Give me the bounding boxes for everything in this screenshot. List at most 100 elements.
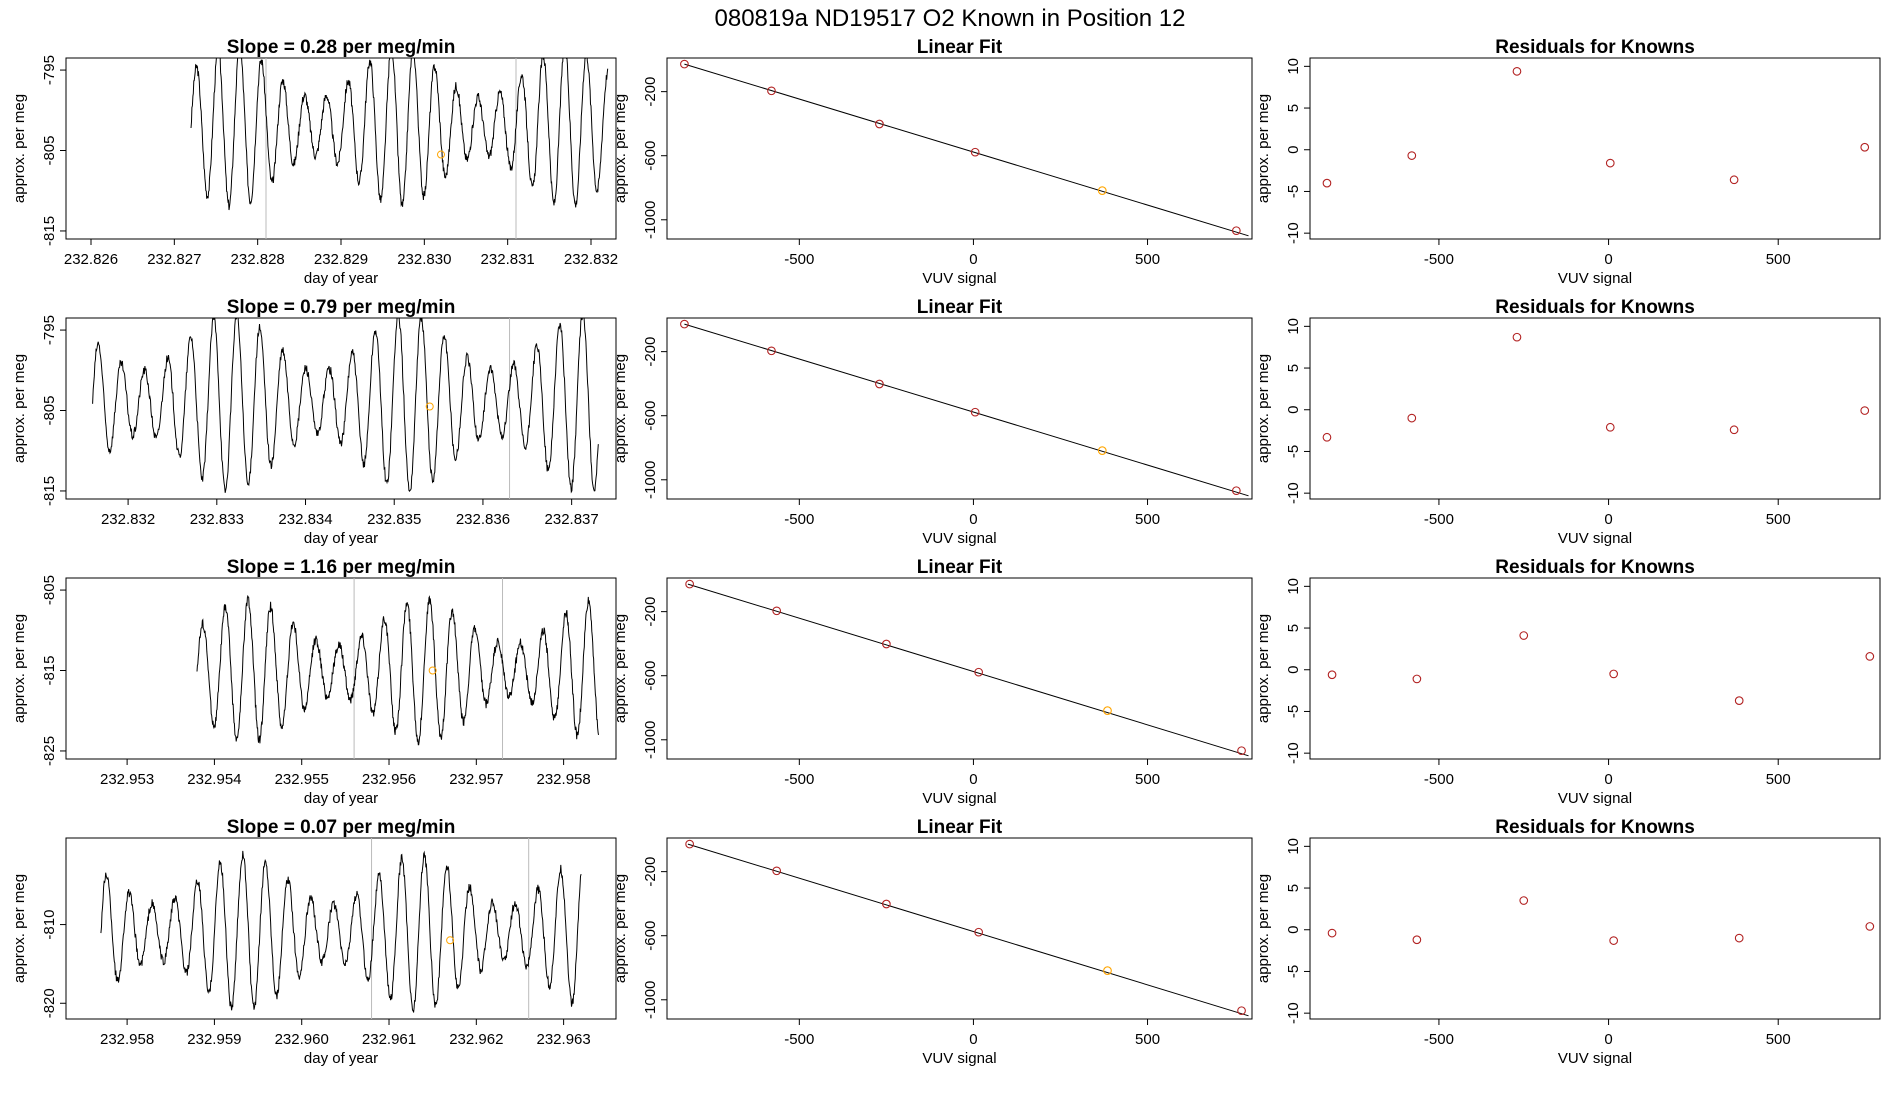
plot-frame	[666, 317, 1253, 500]
plot-area	[1322, 66, 1870, 188]
data-point	[1327, 928, 1337, 938]
y-tick-label: -1000	[642, 721, 659, 759]
plot-area	[685, 579, 1249, 757]
data-point	[1860, 406, 1870, 415]
x-tick-label: 500	[1766, 511, 1791, 528]
fit-line	[687, 843, 1249, 1017]
plot-frame	[1309, 837, 1881, 1020]
row1-residuals: Residuals for Knowns -500 0 500 10 5 0 -5 -10 VUV…	[1255, 37, 1881, 287]
row3-residuals: Residuals for Knowns -500 0 500 10 5 0 -5 -10 VUV…	[1255, 557, 1881, 807]
plot-area	[685, 839, 1249, 1017]
data-point	[1327, 670, 1337, 680]
row1-linear-fit: Linear Fit -500 0 500 -200 -600 -1000 VUV signa…	[612, 37, 1253, 287]
data-point	[1231, 486, 1241, 496]
x-tick-label: 232.957	[449, 771, 503, 788]
data-point	[1097, 186, 1107, 195]
y-tick-label: -805	[41, 575, 58, 605]
data-point	[1734, 933, 1744, 943]
x-tick-label: -500	[784, 1031, 814, 1048]
x-tick-label: 232.953	[100, 771, 154, 788]
x-tick-label: 500	[1766, 251, 1791, 268]
row4-linear-fit: Linear Fit -500 0 500 -200 -600 -1000 VUV signa…	[612, 817, 1253, 1067]
y-tick-label: -200	[642, 857, 659, 887]
data-point	[1729, 425, 1739, 435]
x-tick-label: 232.836	[456, 511, 510, 528]
plot-area	[92, 318, 599, 499]
panel-title: Linear Fit	[917, 557, 1003, 578]
x-tick-label: 0	[1604, 251, 1612, 268]
x-tick-label: 232.959	[187, 1031, 241, 1048]
y-tick-label: -600	[642, 401, 659, 431]
x-axis-label: VUV signal	[922, 530, 996, 547]
x-tick-label: 232.963	[537, 1031, 591, 1048]
data-point	[1609, 936, 1619, 945]
y-tick-label: -600	[642, 141, 659, 171]
y-tick-label: -10	[1285, 222, 1302, 244]
fit-line	[684, 323, 1249, 497]
data-point	[875, 379, 884, 389]
x-axis-label: VUV signal	[922, 270, 996, 287]
x-tick-label: 0	[1604, 1031, 1612, 1048]
plot-area	[680, 59, 1249, 237]
x-tick-label: 500	[1135, 771, 1160, 788]
panel-title: Residuals for Knowns	[1495, 297, 1695, 318]
y-axis-label: approx. per meg	[612, 614, 629, 723]
x-tick-label: 0	[1604, 511, 1612, 528]
data-point	[1231, 226, 1241, 236]
x-tick-label: 0	[969, 1031, 977, 1048]
y-axis-label: approx. per meg	[1255, 94, 1272, 203]
y-tick-label: -810	[41, 910, 58, 940]
y-tick-label: -5	[1285, 705, 1302, 718]
signal-trace	[190, 58, 609, 211]
panel-title: Linear Fit	[917, 817, 1003, 838]
y-tick-label: -805	[41, 135, 58, 165]
plot-area	[100, 838, 582, 1019]
y-tick-label: -1000	[642, 461, 659, 499]
x-tick-label: -500	[784, 511, 814, 528]
x-tick-label: 0	[969, 511, 977, 528]
x-tick-label: 500	[1766, 771, 1791, 788]
known-marker	[437, 150, 445, 159]
y-tick-label: 0	[1285, 146, 1302, 154]
y-tick-label: 10	[1285, 578, 1302, 595]
x-axis-label: day of year	[304, 530, 378, 547]
known-marker	[428, 666, 437, 675]
data-point	[1103, 706, 1112, 715]
plot-frame	[1309, 577, 1881, 760]
row4-timeseries: Slope = 0.07 per meg/min 232.958 232.959 23…	[11, 817, 617, 1067]
data-point	[1512, 332, 1522, 342]
y-tick-label: 5	[1285, 884, 1302, 892]
signal-trace	[100, 850, 582, 1013]
x-tick-label: -500	[1424, 511, 1454, 528]
x-tick-label: 0	[969, 251, 977, 268]
y-tick-label: -820	[41, 988, 58, 1018]
data-point	[1407, 413, 1417, 423]
row1-timeseries: Slope = 0.28 per meg/min 232.826 232.827 23…	[11, 37, 618, 287]
y-axis-label: approx. per meg	[11, 354, 28, 463]
y-tick-label: -10	[1285, 1002, 1302, 1024]
data-point	[1407, 151, 1417, 160]
x-tick-label: 232.830	[397, 251, 451, 268]
plot-frame	[1309, 317, 1881, 500]
data-point	[1412, 935, 1422, 945]
x-tick-label: 500	[1135, 511, 1160, 528]
x-tick-label: 232.828	[231, 251, 285, 268]
panel-title: Slope = 0.07 per meg/min	[227, 817, 456, 838]
plot-area	[190, 58, 609, 239]
x-tick-label: 232.960	[275, 1031, 329, 1048]
x-tick-label: -500	[1424, 771, 1454, 788]
data-point	[685, 839, 694, 849]
x-tick-label: 232.826	[64, 251, 118, 268]
x-tick-label: 232.954	[187, 771, 241, 788]
plot-area	[1322, 332, 1870, 442]
data-point	[685, 579, 694, 589]
data-point	[1103, 966, 1112, 975]
x-tick-label: -500	[784, 251, 814, 268]
y-tick-label: -825	[41, 736, 58, 766]
data-point	[1322, 432, 1332, 442]
y-tick-label: -1000	[642, 201, 659, 239]
signal-trace	[92, 318, 599, 494]
y-tick-label: -5	[1285, 185, 1302, 198]
x-tick-label: 232.962	[449, 1031, 503, 1048]
